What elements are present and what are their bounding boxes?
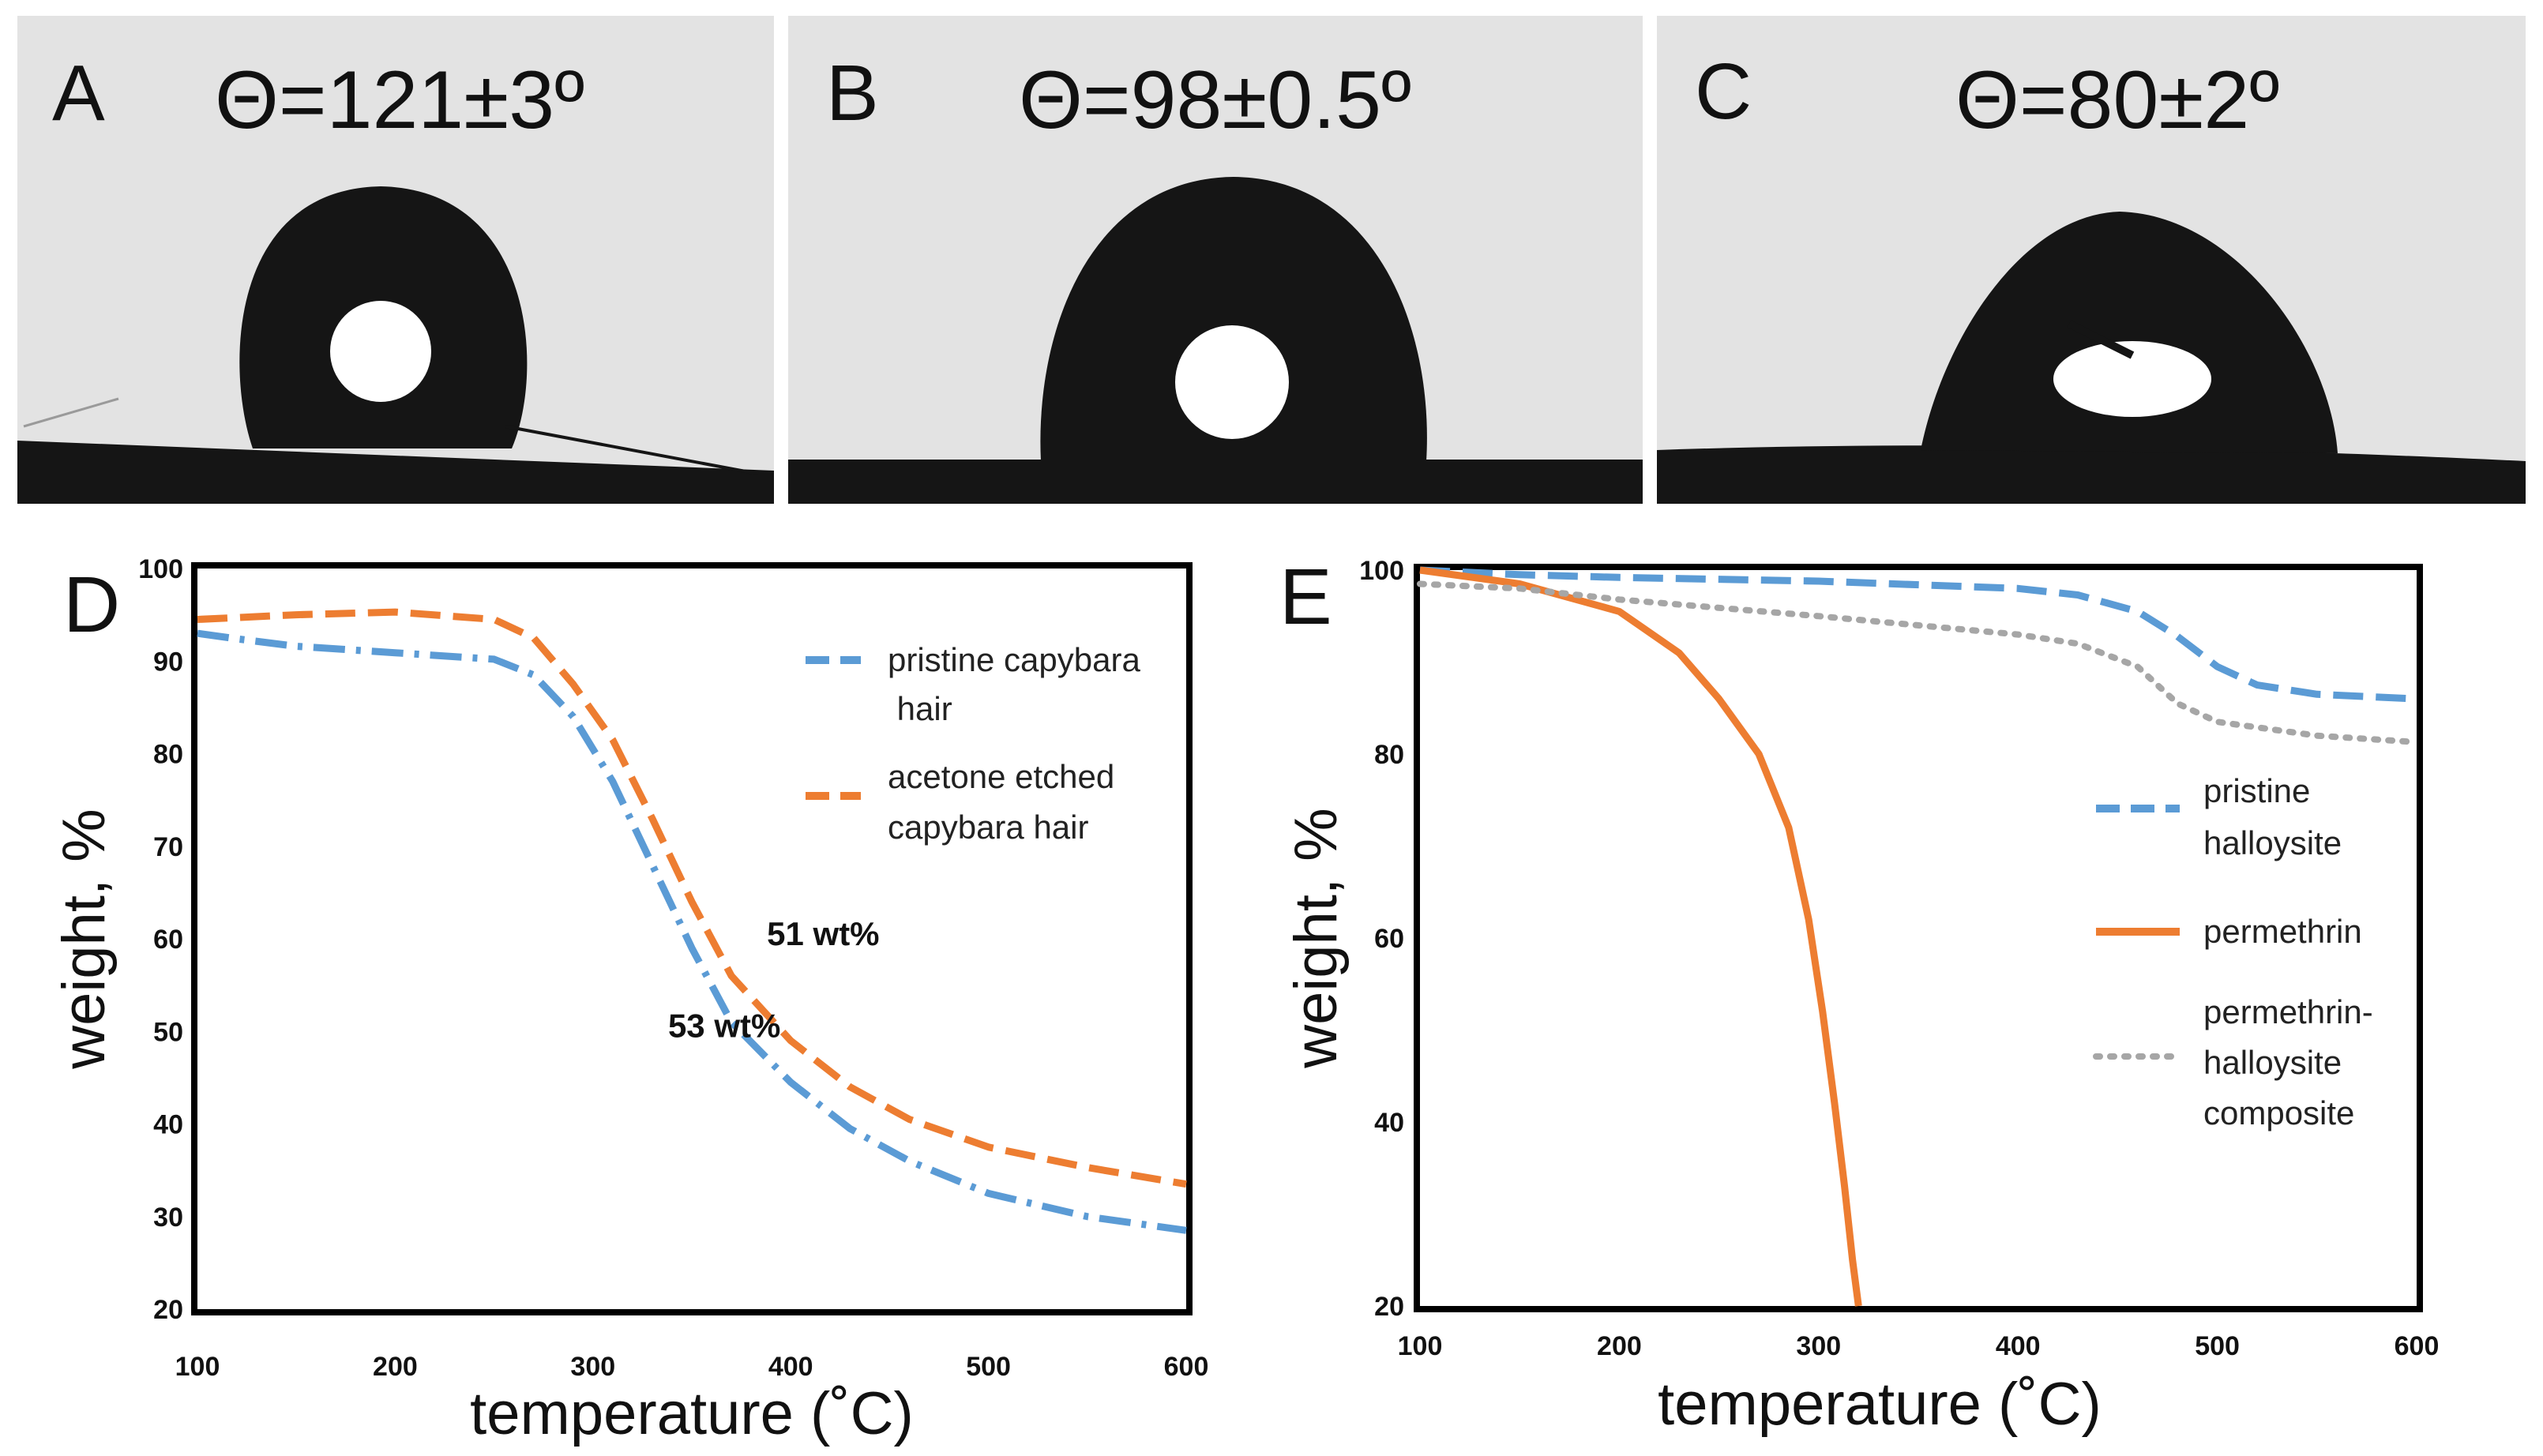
y-tick-label: 80 xyxy=(1374,740,1404,770)
x-tick-label: 200 xyxy=(373,1352,418,1382)
x-tick-label: 600 xyxy=(1164,1352,1209,1382)
chart-e-x-ticks: 100 200 300 400 500 600 xyxy=(1398,1331,2440,1361)
x-tick-label: 600 xyxy=(2395,1331,2440,1361)
photo-panel-c: C Θ=80±2º xyxy=(1657,16,2526,504)
y-tick-label: 100 xyxy=(1359,556,1404,586)
photo-c-substrate xyxy=(1657,445,2526,504)
chart-e-panel-letter: E xyxy=(1279,553,1332,641)
x-tick-label: 400 xyxy=(1996,1331,2041,1361)
chart-d-panel-letter: D xyxy=(63,561,120,649)
photo-a-fiber xyxy=(505,425,759,475)
y-tick-label: 100 xyxy=(138,554,183,584)
chart-e-y-ticks: 100 80 60 40 20 xyxy=(1359,556,1404,1322)
photo-c-droplet xyxy=(1921,212,2338,453)
annotation-label: 53 wt% xyxy=(668,1007,780,1044)
chart-d: D 100 90 80 70 60 50 40 30 20 100 200 300 400 500 600… xyxy=(51,554,1208,1447)
photo-panel-a: A Θ=121±3º xyxy=(17,16,774,504)
y-tick-label: 40 xyxy=(153,1110,183,1140)
chart-e-legend-label-composite-line3: composite xyxy=(2203,1094,2354,1131)
y-tick-label: 70 xyxy=(153,832,183,862)
y-tick-label: 20 xyxy=(1374,1292,1404,1322)
series-line-2 xyxy=(1419,566,1862,1307)
chart-e: E 100 80 60 40 20 100 200 300 400 500 600 weight,… xyxy=(1279,553,2439,1438)
chart-e-legend-label-permethrin: permethrin xyxy=(2203,913,2362,950)
y-tick-label: 60 xyxy=(153,925,183,955)
series-line-1 xyxy=(1419,566,2417,703)
x-tick-label: 100 xyxy=(1398,1331,1443,1361)
photo-c-fiber xyxy=(2067,320,2135,359)
y-tick-label: 90 xyxy=(153,647,183,677)
y-tick-label: 50 xyxy=(153,1017,183,1047)
photo-panel-b: B Θ=98±0.5º xyxy=(788,16,1643,504)
photo-a-angle: Θ=121±3º xyxy=(215,54,584,146)
photo-b-angle: Θ=98±0.5º xyxy=(1019,54,1411,146)
chart-d-legend-label-pristine-line1: pristine capybara xyxy=(888,641,1140,678)
series-line-3 xyxy=(1417,580,2420,745)
photo-c-angle: Θ=80±2º xyxy=(1955,54,2279,146)
photo-a-substrate xyxy=(17,441,774,504)
series-line-2 xyxy=(197,608,1187,1188)
x-tick-label: 100 xyxy=(175,1352,220,1382)
chart-d-plot-frame xyxy=(191,562,1193,1315)
x-tick-label: 200 xyxy=(1597,1331,1642,1361)
x-tick-label: 300 xyxy=(1796,1331,1841,1361)
photo-c-letter: C xyxy=(1695,47,1752,136)
series-line-1 xyxy=(197,629,1187,1234)
y-tick-label: 80 xyxy=(153,740,183,770)
photo-c-droplet-highlight xyxy=(2053,341,2211,417)
photo-b-droplet-highlight xyxy=(1175,325,1289,439)
x-tick-label: 300 xyxy=(570,1352,615,1382)
photo-b-letter: B xyxy=(826,49,879,137)
x-tick-label: 500 xyxy=(2195,1331,2240,1361)
chart-e-series xyxy=(1417,566,2420,1307)
y-tick-label: 30 xyxy=(153,1203,183,1233)
photo-a-droplet-highlight xyxy=(330,301,431,402)
chart-d-series xyxy=(197,608,1187,1234)
y-tick-label: 40 xyxy=(1374,1108,1404,1138)
chart-e-y-axis-title: weight, % xyxy=(1283,808,1350,1069)
chart-e-legend-label-composite-line1: permethrin- xyxy=(2203,993,2373,1030)
chart-e-legend-label-halloysite-line1: pristine xyxy=(2203,772,2310,809)
chart-d-annotations: 53 wt% 51 wt% xyxy=(668,915,880,1044)
chart-e-legend: pristine halloysite permethrin permethri… xyxy=(2093,772,2373,1131)
chart-d-legend-label-pristine-line2: hair xyxy=(888,690,952,727)
x-tick-label: 400 xyxy=(768,1352,813,1382)
y-tick-label: 20 xyxy=(153,1295,183,1325)
chart-d-legend-label-acetone-line2: capybara hair xyxy=(888,809,1088,846)
chart-e-plot-frame xyxy=(1414,564,2423,1312)
photo-a-fiber-2 xyxy=(23,397,119,428)
chart-d-x-axis-title: temperature (˚C) xyxy=(470,1380,914,1447)
photo-b-droplet xyxy=(1040,177,1427,461)
chart-e-legend-label-composite-line2: halloysite xyxy=(2203,1044,2342,1081)
annotation-label: 51 wt% xyxy=(767,915,879,952)
chart-d-legend-label-acetone-line1: acetone etched xyxy=(888,758,1114,795)
photo-a-letter: A xyxy=(52,49,105,137)
chart-d-y-ticks: 100 90 80 70 60 50 40 30 20 xyxy=(138,554,183,1325)
chart-e-legend-label-halloysite-line2: halloysite xyxy=(2203,824,2342,861)
chart-d-legend: pristine capybara hair acetone etched ca… xyxy=(806,641,1140,846)
x-tick-label: 500 xyxy=(966,1352,1011,1382)
chart-d-x-ticks: 100 200 300 400 500 600 xyxy=(175,1352,1209,1382)
y-tick-label: 60 xyxy=(1374,924,1404,954)
chart-e-x-axis-title: temperature (˚C) xyxy=(1658,1371,2102,1438)
chart-d-y-axis-title: weight, % xyxy=(51,809,118,1070)
photo-b-substrate xyxy=(788,460,1643,504)
